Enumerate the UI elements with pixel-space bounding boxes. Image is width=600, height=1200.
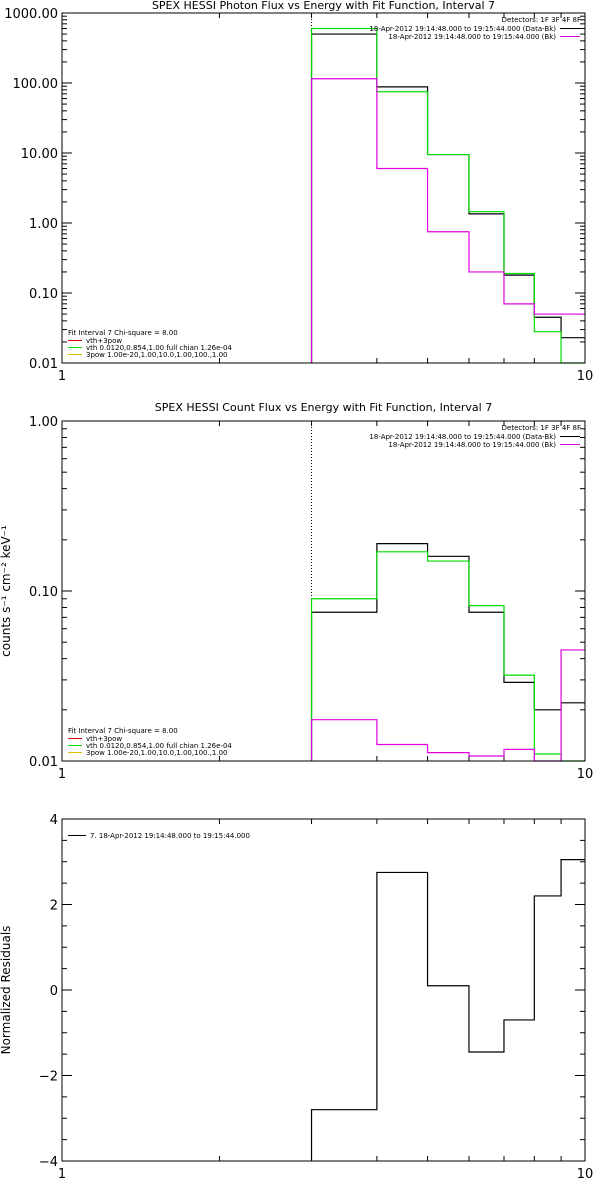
y-tick-label: −2 xyxy=(39,1070,58,1085)
legend-entry-text: 18-Apr-2012 19:14:48.000 to 19:15:44.000… xyxy=(388,441,556,449)
series-line-3 xyxy=(310,649,585,762)
legend-header: Detectors: 1F 3F 4F 8F xyxy=(502,424,581,432)
x-tick-label: 10 xyxy=(577,369,594,384)
y-tick-label: 0.01 xyxy=(29,755,58,770)
legend-entry-text: 7. 18-Apr-2012 19:14:48.000 to 19:15:44.… xyxy=(90,832,250,840)
panel-2: SPEX HESSI Count Flux vs Energy with Fit… xyxy=(0,401,593,782)
panel-1: SPEX HESSI Photon Flux vs Energy with Fi… xyxy=(4,0,593,384)
series-line-3 xyxy=(310,78,585,363)
legend-entry-text: vth+3pow xyxy=(86,735,122,743)
legend-header: Fit Interval 7 Chi-square = 8.00 xyxy=(68,329,178,337)
legend-header: Detectors: 1F 3F 4F 8F xyxy=(502,16,581,24)
legend-entry-text: 3pow 1.00e-20,1.00,10.0,1.00,100.,1.00 xyxy=(86,749,228,757)
y-axis-label: Normalized Residuals xyxy=(0,926,13,1055)
legend-bottom-left: Fit Interval 7 Chi-square = 8.00vth+3pow… xyxy=(68,727,232,757)
y-tick-label: 1.00 xyxy=(29,415,58,430)
y-tick-label: 0 xyxy=(50,984,58,999)
y-tick-label: 100.00 xyxy=(13,77,59,92)
series-line-2 xyxy=(310,27,585,364)
plot-frame xyxy=(61,818,586,1162)
legend-bottom-left: Fit Interval 7 Chi-square = 8.00vth+3pow… xyxy=(68,329,232,359)
y-tick-label: 0.10 xyxy=(29,585,58,600)
y-tick-label: 1000.00 xyxy=(4,7,58,22)
x-tick-label: 1 xyxy=(58,1167,66,1182)
legend-entry-text: vth+3pow xyxy=(86,337,122,345)
legend-entry-text: 18-Apr-2012 19:14:48.000 to 19:15:44.000… xyxy=(369,25,556,33)
x-tick-label: 10 xyxy=(577,1167,594,1182)
legend-header: Fit Interval 7 Chi-square = 8.00 xyxy=(68,727,178,735)
legend-entry-text: vth 0.0120,0.854,1.00 full chian 1.26e-0… xyxy=(86,742,232,750)
y-tick-label: 1.00 xyxy=(29,217,58,232)
y-tick-label: 10.00 xyxy=(21,147,58,162)
plot-frame xyxy=(61,12,586,364)
x-tick-label: 1 xyxy=(58,369,66,384)
y-tick-label: 0.01 xyxy=(29,357,58,372)
y-tick-label: −4 xyxy=(39,1155,58,1170)
y-tick-label: 4 xyxy=(50,813,58,828)
series-line-1 xyxy=(310,859,585,1161)
plot-frame xyxy=(61,420,586,762)
series-line-2 xyxy=(310,551,585,762)
minor-ticks xyxy=(62,13,585,363)
x-tick-label: 1 xyxy=(58,767,66,782)
legend-entry-text: 18-Apr-2012 19:14:48.000 to 19:15:44.000… xyxy=(388,33,556,41)
y-tick-label: 2 xyxy=(50,899,58,914)
legend-entry-text: 18-Apr-2012 19:14:48.000 to 19:15:44.000… xyxy=(369,433,556,441)
y-tick-label: 0.10 xyxy=(29,287,58,302)
legend-entry-text: vth 0.0120,0.854,1.00 full chian 1.26e-0… xyxy=(86,344,232,352)
legend-entry-text: 3pow 1.00e-20,1.00,10.0,1.00,100.,1.00 xyxy=(86,351,228,359)
chart-title: SPEX HESSI Count Flux vs Energy with Fit… xyxy=(155,401,492,414)
y-axis-label: counts s⁻¹ cm⁻² keV⁻¹ xyxy=(0,525,13,657)
panel-3: Normalized Residuals 4 2 0 −2 −41 10 7. 18-Apr-… xyxy=(0,813,593,1182)
legend-top-left: 7. 18-Apr-2012 19:14:48.000 to 19:15:44.… xyxy=(68,832,250,840)
chart-title: SPEX HESSI Photon Flux vs Energy with Fi… xyxy=(152,0,495,12)
x-tick-label: 10 xyxy=(577,767,594,782)
minor-ticks xyxy=(62,421,585,761)
series-line-1 xyxy=(310,543,585,761)
